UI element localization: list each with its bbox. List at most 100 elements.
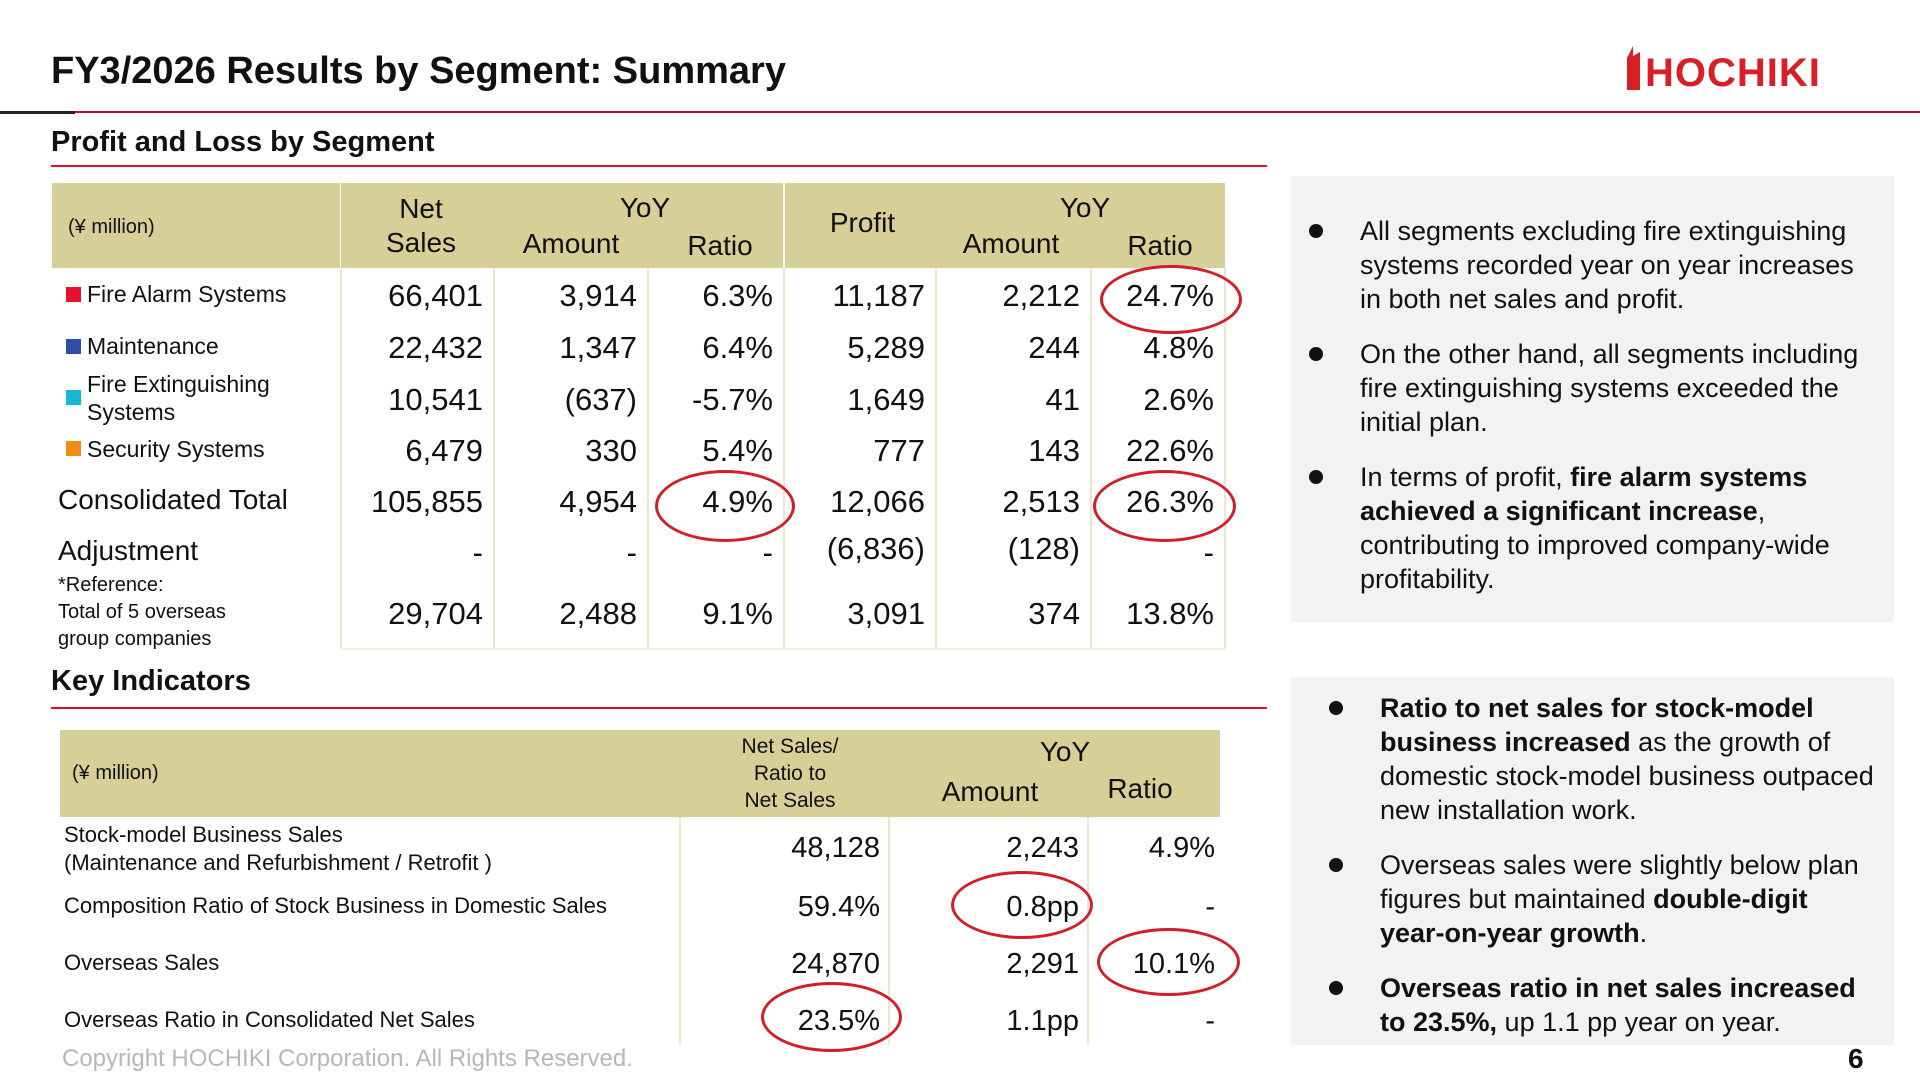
note-text-run: Overseas sales were slightly below plan … xyxy=(1380,850,1859,914)
pl-cell: (637) xyxy=(564,382,637,417)
pl-row-label: *Reference: Total of 5 overseas group co… xyxy=(58,574,336,650)
notes-panel-bottom: Ratio to net sales for stock-model busin… xyxy=(1291,677,1894,1045)
pl-cell: 143 xyxy=(1028,433,1080,468)
pl-cell: 3,091 xyxy=(847,596,925,631)
pl-cell: 9.1% xyxy=(702,596,773,631)
pl-cell: 2.6% xyxy=(1143,382,1214,417)
note-text: On the other hand, all segments includin… xyxy=(1360,337,1874,439)
pl-row-label-text: Maintenance xyxy=(87,333,219,359)
pl-cell: 6.4% xyxy=(702,330,773,365)
pl-grid-line xyxy=(783,268,785,650)
bullet-icon xyxy=(1329,701,1343,715)
pl-cell: - xyxy=(626,535,637,570)
notes-panel-top: All segments excluding fire extinguishin… xyxy=(1291,176,1894,622)
ki-header-net-sales-ratio: Net Sales/ Ratio to Net Sales xyxy=(741,735,839,812)
pl-section-title: Profit and Loss by Segment xyxy=(51,126,435,158)
note-text-bold: Ratio to net sales for stock-model busin… xyxy=(1380,693,1814,757)
ki-cell: 48,128 xyxy=(791,832,880,864)
note-text-run: as the growth of domestic stock-model bu… xyxy=(1380,727,1874,825)
pl-row-label-text: Fire Extinguishing Systems xyxy=(87,370,270,425)
pl-cell: 5,289 xyxy=(847,330,925,365)
pl-cell: 4,954 xyxy=(559,484,637,519)
pl-header-profit-cell xyxy=(785,183,1225,268)
pl-header-yoy-profit: YoY xyxy=(1059,192,1111,223)
pl-cell: 22,432 xyxy=(388,330,483,365)
pl-cell: 29,704 xyxy=(388,596,483,631)
highlight-circle xyxy=(1097,928,1240,996)
pl-row-label-text: Adjustment xyxy=(58,534,199,566)
note-text-run: On the other hand, all segments includin… xyxy=(1360,339,1859,437)
pl-cell: 5.4% xyxy=(702,433,773,468)
ki-unit-label: (¥ million) xyxy=(72,762,159,784)
pl-cell: 10,541 xyxy=(388,382,483,417)
bullet-icon xyxy=(1309,470,1323,484)
pl-cell: 2,488 xyxy=(559,596,637,631)
pl-row-label: Fire Alarm Systems xyxy=(66,268,344,320)
pl-cell: 105,855 xyxy=(370,484,483,519)
highlight-circle xyxy=(761,982,902,1052)
note-text-run: All segments excluding fire extinguishin… xyxy=(1360,216,1854,314)
note-text-run: up 1.1 pp year on year. xyxy=(1497,1007,1781,1037)
pl-cell: 11,187 xyxy=(832,278,925,313)
page-title: FY3/2026 Results by Segment: Summary xyxy=(51,50,786,92)
ki-grid-line xyxy=(679,817,681,1045)
pl-cell: - xyxy=(762,535,773,570)
note-text-bold: double-digit year-on-year growth xyxy=(1380,884,1808,948)
ki-cell: 4.9% xyxy=(1148,832,1215,864)
pl-cell: 777 xyxy=(873,433,925,468)
pl-grid-line xyxy=(340,268,342,650)
pl-row-label-text: Security Systems xyxy=(87,435,265,462)
note-text: Ratio to net sales for stock-model busin… xyxy=(1380,691,1874,827)
ki-cell: - xyxy=(1205,1005,1215,1037)
ki-cell: 1.1pp xyxy=(1006,1005,1079,1037)
pl-cell: 66,401 xyxy=(388,278,483,313)
note-text: All segments excluding fire extinguishin… xyxy=(1360,214,1874,316)
pl-cell: 4.8% xyxy=(1143,330,1214,365)
ki-row-label: Stock-model Business Sales (Maintenance … xyxy=(64,822,492,875)
pl-cell: 12,066 xyxy=(830,484,925,519)
note-text-run: In terms of profit, xyxy=(1360,462,1571,492)
pl-header-ratio: Ratio xyxy=(687,230,753,261)
bullet-icon xyxy=(1329,858,1343,872)
pl-row-label: Maintenance xyxy=(66,320,344,372)
ki-header-ratio: Ratio xyxy=(1107,773,1173,804)
highlight-circle xyxy=(951,871,1093,939)
ki-header-cell xyxy=(60,730,1220,817)
pl-cell: 1,649 xyxy=(847,382,925,417)
ki-cell: 2,291 xyxy=(1006,948,1079,980)
note-text-run: , contributing to improved company-wide … xyxy=(1360,496,1830,594)
note-bullet-item: Overseas sales were slightly below plan … xyxy=(1329,848,1874,950)
pl-grid-line xyxy=(935,268,937,650)
note-text-bold: Overseas ratio in net sales increased to… xyxy=(1380,973,1856,1037)
pl-row-label-text: *Reference: Total of 5 overseas group co… xyxy=(58,573,226,650)
note-bullet-item: In terms of profit, fire alarm systems a… xyxy=(1309,460,1874,596)
pl-cell: (128) xyxy=(1007,531,1080,566)
pl-cell: 244 xyxy=(1028,330,1080,365)
highlight-circle xyxy=(655,470,795,542)
segment-color-swatch xyxy=(66,286,81,302)
pl-row-label: Adjustment xyxy=(58,525,336,576)
pl-section-rule xyxy=(51,165,1267,167)
pl-unit-label: (¥ million) xyxy=(68,216,155,238)
pl-header-yoy: YoY xyxy=(619,192,671,223)
pl-cell: 3,914 xyxy=(559,278,637,313)
pl-grid-line xyxy=(340,648,1226,650)
copyright-footer: Copyright HOCHIKI Corporation. All Right… xyxy=(62,1045,633,1072)
ki-cell: 2,243 xyxy=(1006,832,1079,864)
pl-grid-line xyxy=(493,268,495,650)
pl-grid-line xyxy=(647,268,649,650)
note-text: Overseas sales were slightly below plan … xyxy=(1380,848,1874,950)
pl-cell: - xyxy=(1203,535,1214,570)
pl-cell: (6,836) xyxy=(826,531,925,566)
segment-color-swatch xyxy=(66,390,81,405)
pl-cell: - xyxy=(472,535,483,570)
ki-section-title: Key Indicators xyxy=(51,665,251,697)
pl-row-label: Security Systems xyxy=(66,423,344,474)
pl-cell: 1,347 xyxy=(559,330,637,365)
note-text: In terms of profit, fire alarm systems a… xyxy=(1360,460,1874,596)
notes-list-top: All segments excluding fire extinguishin… xyxy=(1291,176,1894,596)
note-bullet-item: Ratio to net sales for stock-model busin… xyxy=(1329,691,1874,827)
hochiki-logo: HOCHIKI xyxy=(1625,44,1882,95)
ki-cell: - xyxy=(1205,891,1215,923)
note-text-bold: fire alarm systems achieved a significan… xyxy=(1360,462,1808,526)
